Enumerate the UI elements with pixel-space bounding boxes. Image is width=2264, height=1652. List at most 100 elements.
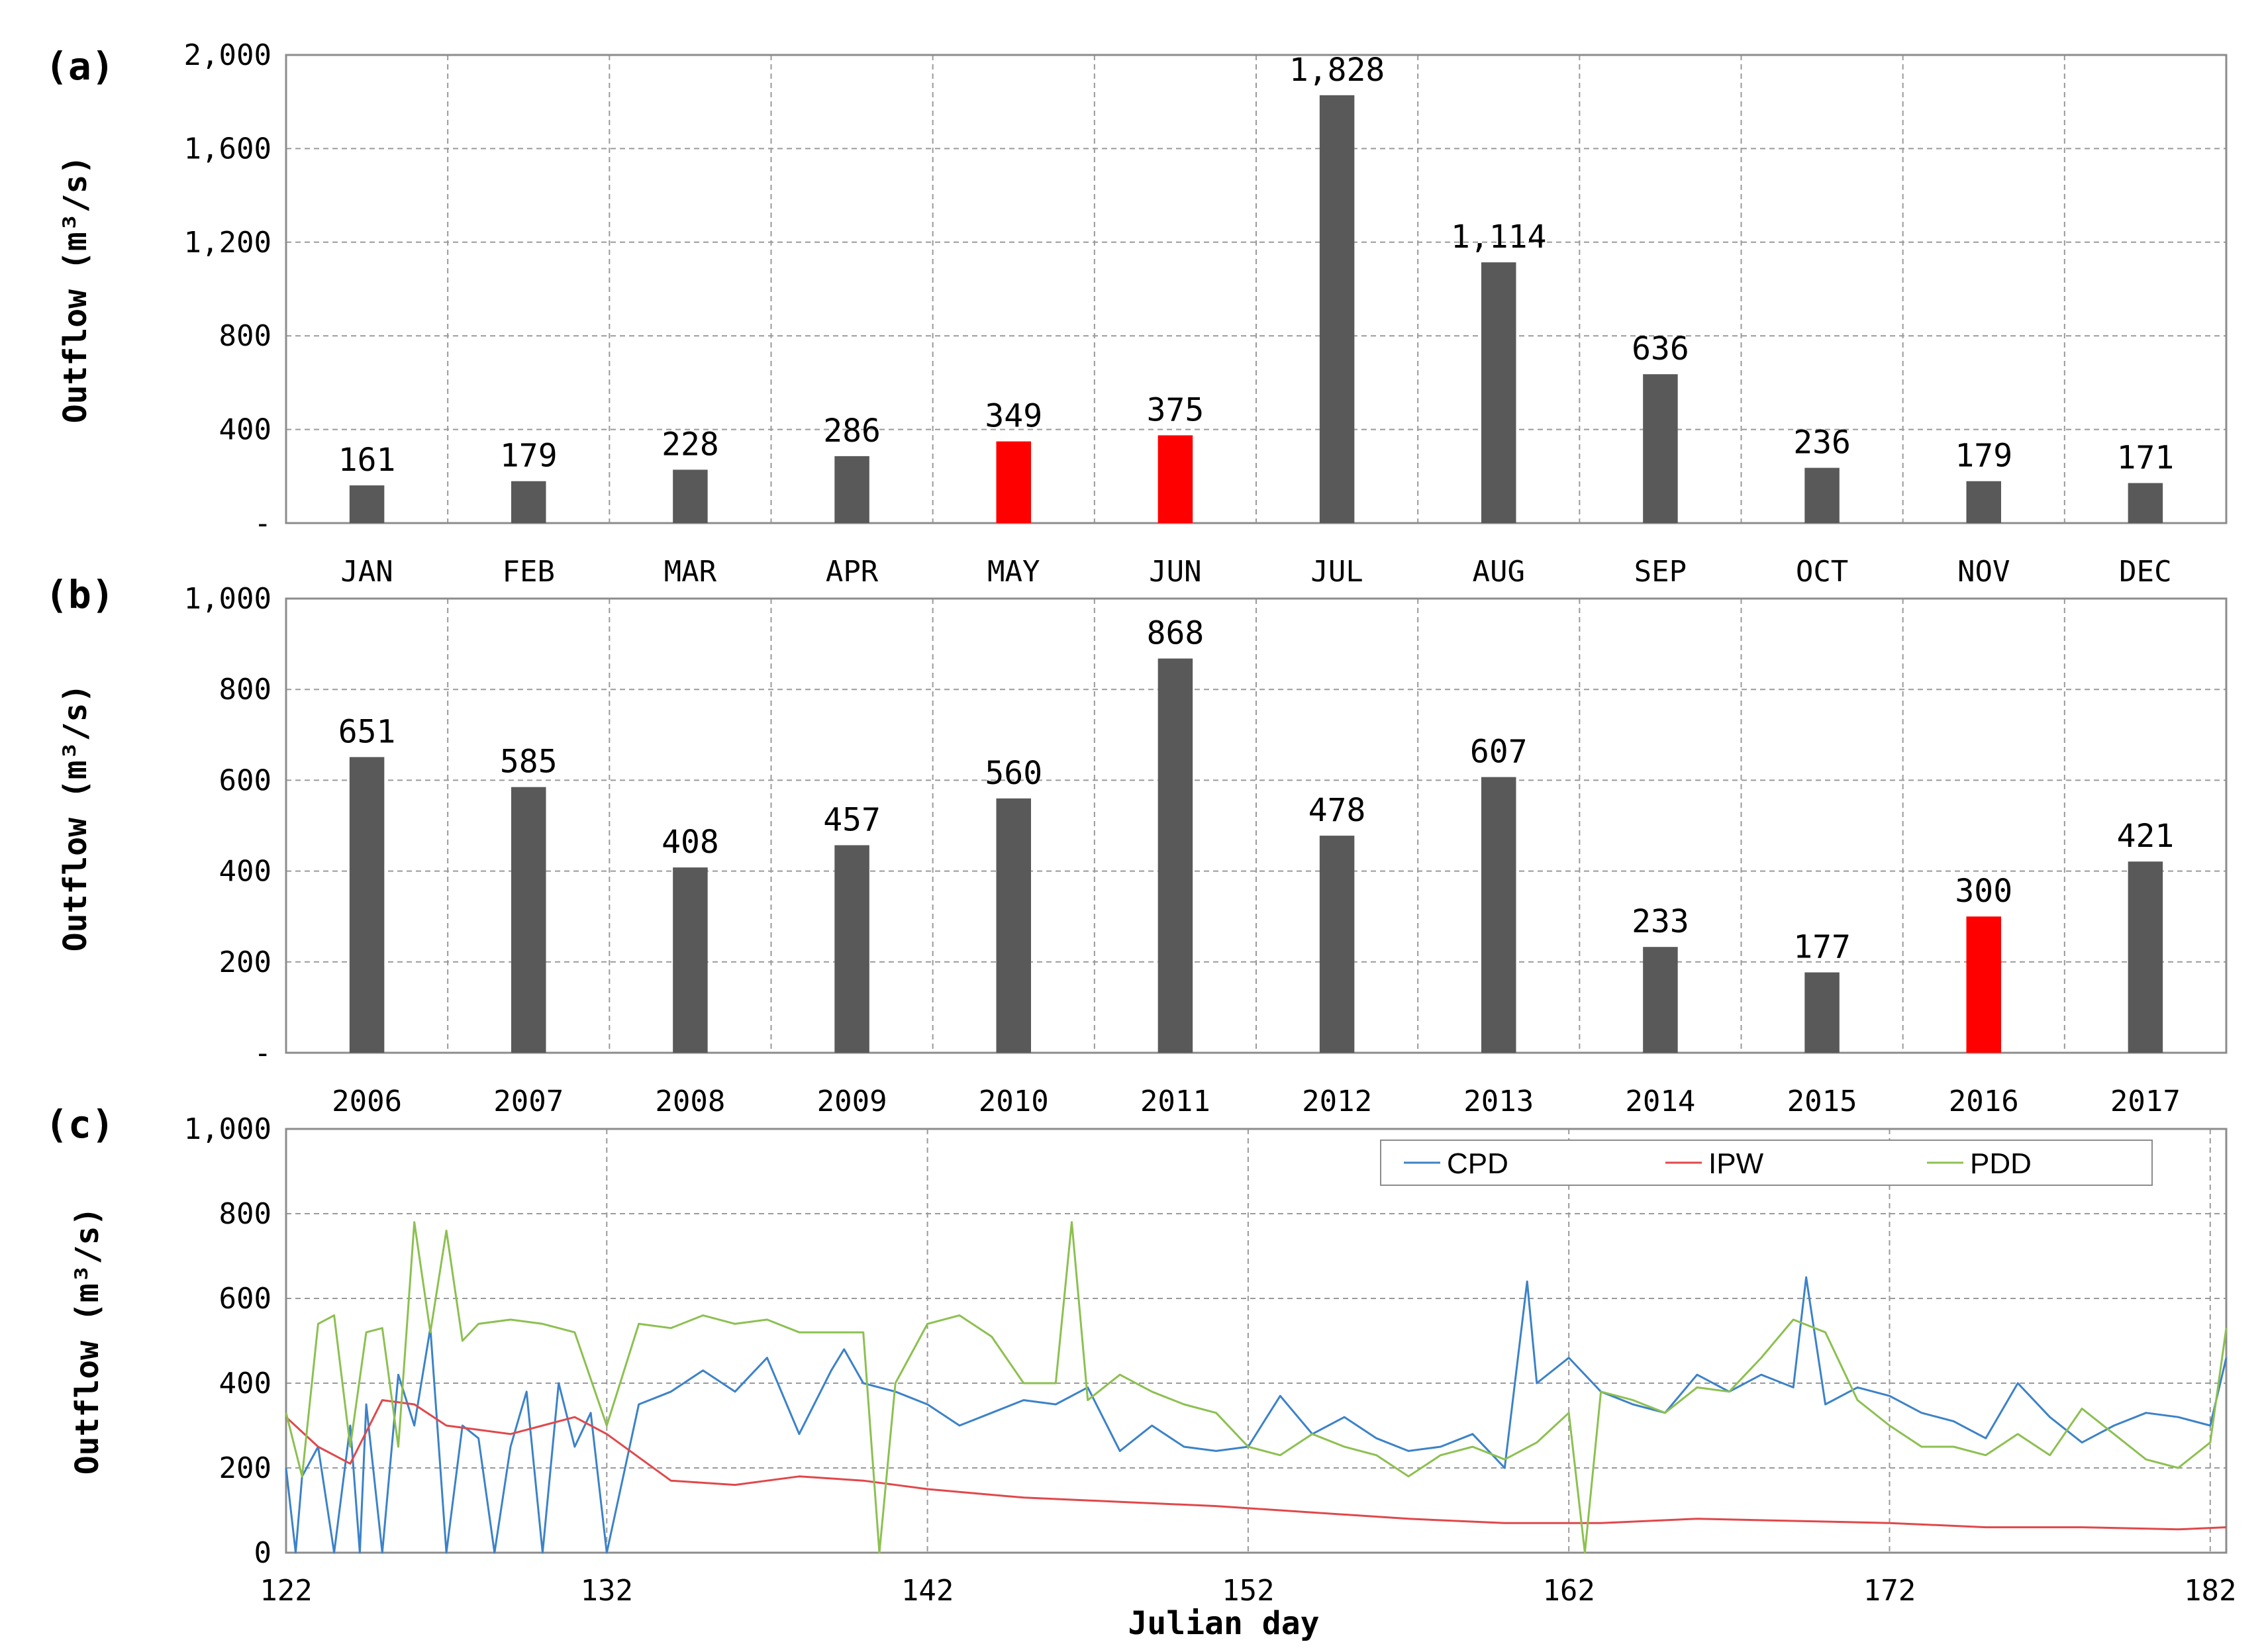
legend-label: PDD (1970, 1147, 2032, 1180)
bar (2128, 861, 2163, 1053)
bar-value-label: 868 (1147, 615, 1205, 652)
x-category-label: JUL (1310, 555, 1363, 589)
series-line-ipw (285, 1399, 2227, 1531)
bar-value-label: 177 (1793, 929, 1851, 966)
x-category-label: 2013 (1463, 1085, 1534, 1118)
bar-value-label: 375 (1147, 391, 1205, 428)
y-tick-label: 1,600 (184, 132, 271, 166)
x-tick-label: 142 (901, 1574, 954, 1608)
x-category-label: 2015 (1787, 1085, 1857, 1118)
panel-c: (c) Outflow (m³/s) Julian day 0 200 400 600… (45, 1102, 2237, 1642)
x-tick-label: 122 (260, 1574, 312, 1608)
bar (1966, 916, 2001, 1053)
panel-b-label: (b) (45, 572, 115, 617)
bar-value-label: 636 (1632, 330, 1689, 367)
x-category-label: 2007 (493, 1085, 564, 1118)
panel-b-ylabel: Outflow (m³/s) (57, 684, 94, 952)
bar-value-label: 651 (338, 713, 396, 750)
bar (511, 481, 546, 523)
x-category-label: NOV (1957, 555, 2010, 589)
x-tick-label: 162 (1542, 1574, 1595, 1608)
x-category-label: 2012 (1302, 1085, 1372, 1118)
x-category-label: 2006 (332, 1085, 402, 1118)
bar-value-label: 161 (338, 442, 396, 479)
x-category-label: JUN (1149, 555, 1201, 589)
bar (1319, 95, 1355, 523)
panel-a: (a) Outflow (m³/s) - 400 800 1,200 1,600 2,00… (45, 38, 2228, 589)
x-tick-label: 132 (581, 1574, 633, 1608)
bar (673, 867, 708, 1053)
x-category-label: 2017 (2110, 1085, 2181, 1118)
x-tick-label: 172 (1863, 1574, 1916, 1608)
y-tick-label: 600 (219, 763, 271, 797)
bar (1157, 435, 1193, 523)
y-tick-label: 200 (219, 946, 271, 979)
y-tick-label: 400 (219, 855, 271, 889)
bar-value-label: 1,114 (1451, 219, 1547, 256)
x-category-label: 2008 (655, 1085, 725, 1118)
bar (834, 456, 869, 523)
y-tick-label: - (254, 1036, 272, 1070)
legend-box (1380, 1140, 2153, 1186)
x-category-label: SEP (1634, 555, 1687, 589)
bar (834, 845, 869, 1053)
bar-value-label: 171 (2117, 440, 2175, 477)
bar (1804, 467, 1840, 523)
bar-value-label: 1,828 (1289, 52, 1385, 89)
panel-b: (b) Outflow (m³/s) - 200 400 600 800 1,000 651… (45, 572, 2228, 1118)
bar (1643, 374, 1678, 523)
bar-value-label: 478 (1308, 792, 1366, 829)
x-category-label: MAR (664, 555, 717, 589)
panel-c-ylabel: Outflow (m³/s) (69, 1207, 106, 1475)
bar-value-label: 300 (1955, 873, 2012, 910)
y-tick-label: - (254, 507, 272, 540)
y-tick-label: 600 (219, 1282, 271, 1316)
y-tick-label: 1,000 (184, 582, 271, 616)
x-category-label: AUG (1473, 555, 1525, 589)
bar (1804, 972, 1840, 1053)
bar-value-label: 286 (823, 413, 881, 450)
bar-value-label: 179 (500, 438, 558, 475)
bar (996, 798, 1031, 1053)
x-category-label: MAY (987, 555, 1040, 589)
bar (2128, 483, 2163, 523)
plot-frame (285, 54, 2228, 524)
bar (673, 469, 708, 523)
bar (996, 441, 1031, 523)
series-line-pdd (285, 1221, 2228, 1554)
x-category-label: FEB (503, 555, 555, 589)
x-category-label: JAN (340, 555, 393, 589)
y-tick-label: 400 (219, 413, 271, 447)
x-category-label: 2011 (1140, 1085, 1210, 1118)
y-tick-label: 400 (219, 1367, 271, 1400)
panel-c-label: (c) (45, 1102, 115, 1147)
bar-value-label: 233 (1632, 903, 1689, 940)
bar (511, 787, 546, 1053)
y-tick-label: 800 (219, 319, 271, 353)
legend: CPD IPW PDD (1380, 1140, 2153, 1186)
plot-frame (285, 597, 2228, 1054)
x-category-label: DEC (2119, 555, 2171, 589)
bar-value-label: 349 (985, 398, 1042, 435)
bar (1481, 262, 1516, 523)
x-category-label: APR (826, 555, 879, 589)
y-tick-label: 0 (254, 1536, 272, 1570)
legend-label: IPW (1708, 1147, 1764, 1180)
bar-value-label: 421 (2117, 818, 2175, 855)
plot-frame (285, 1128, 2228, 1554)
bar-value-label: 236 (1793, 424, 1851, 462)
bar (349, 485, 385, 523)
panel-a-label: (a) (45, 44, 115, 89)
bar-value-label: 408 (662, 824, 719, 861)
y-tick-label: 1,200 (184, 226, 271, 260)
x-category-label: 2009 (817, 1085, 887, 1118)
y-tick-label: 800 (219, 1197, 271, 1231)
x-tick-label: 182 (2184, 1574, 2236, 1608)
x-category-label: 2010 (979, 1085, 1049, 1118)
panel-a-ylabel: Outflow (m³/s) (57, 156, 94, 424)
panel-c-xlabel: Julian day (1128, 1605, 1320, 1642)
bar (1481, 777, 1516, 1053)
x-category-label: OCT (1796, 555, 1848, 589)
bar-value-label: 228 (662, 426, 719, 463)
